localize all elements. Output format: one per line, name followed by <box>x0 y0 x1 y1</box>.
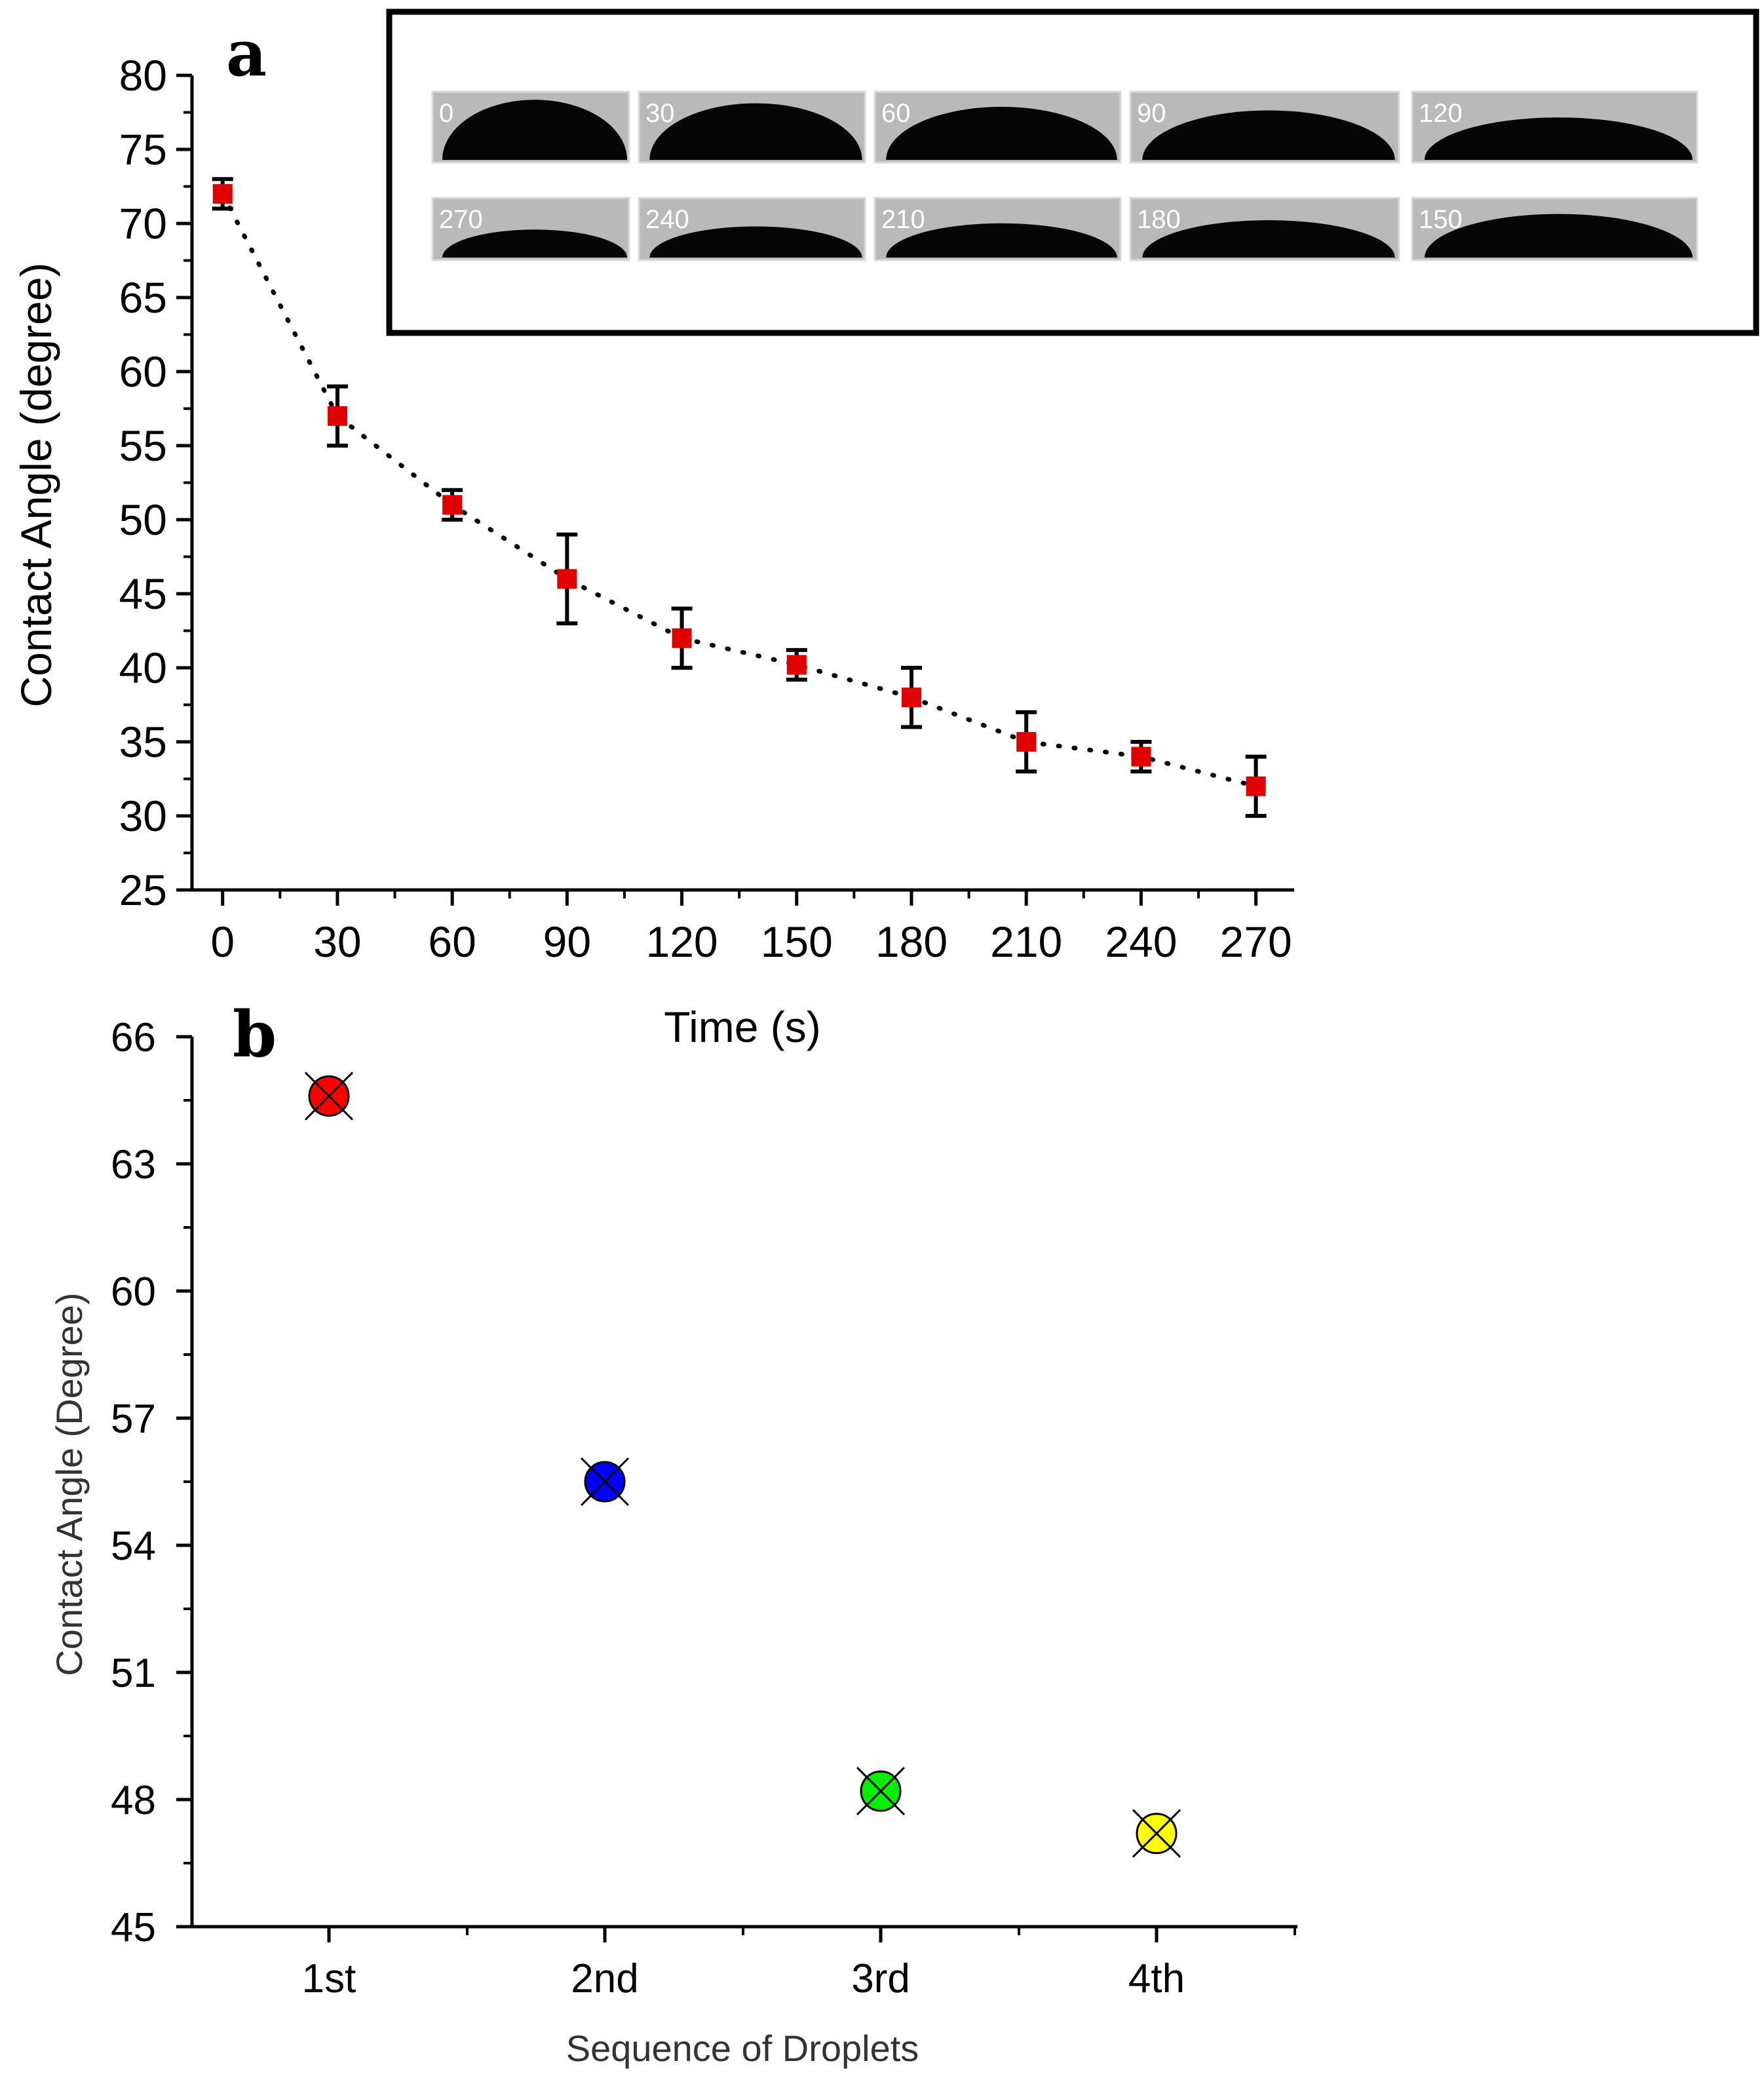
panel-a-data-point <box>212 183 233 204</box>
panel-a-x-tick-label: 0 <box>210 917 235 966</box>
droplet-image-frame: 0 <box>431 90 630 164</box>
droplet-time-label: 60 <box>881 99 911 128</box>
inset-frame <box>386 9 1759 336</box>
panel-a-x-tick-label: 270 <box>1220 917 1292 966</box>
panel-a-y-tick-label: 45 <box>119 569 167 618</box>
droplet-shape <box>886 107 1117 160</box>
droplet-image-frame: 270 <box>431 197 630 261</box>
panel-a-y-tick-label: 80 <box>119 51 167 100</box>
droplet-time-label: 210 <box>881 205 925 234</box>
panel-b-x-tick-label: 1st <box>302 1956 356 2001</box>
panel-b-x-tick-label: 2nd <box>571 1956 638 2001</box>
droplet-time-label: 120 <box>1419 99 1463 128</box>
droplet-shape <box>886 223 1117 258</box>
panel-a-y-axis-title: Contact Angle (degree) <box>12 263 60 708</box>
panel-a-x-tick-label: 240 <box>1105 917 1177 966</box>
panel-a-x-tick-label: 180 <box>875 917 948 966</box>
droplet-shape <box>442 100 627 160</box>
panel-a-data-point <box>901 687 921 708</box>
panel-b-y-tick-label: 57 <box>111 1397 156 1442</box>
panel-a-y-tick-label: 35 <box>119 718 167 766</box>
panel-a-y-tick-label: 70 <box>119 199 167 248</box>
panel-a-data-point <box>672 628 692 648</box>
panel-a-data-point <box>327 406 347 426</box>
panel-b-label: b <box>233 997 277 1071</box>
panel-b-y-tick-label: 48 <box>111 1778 156 1823</box>
panel-b-data-point <box>856 1767 906 1816</box>
droplet-image-inset: 0 30 60 90 120 270 240 210 180 150 <box>386 9 1759 336</box>
panel-a-data-point <box>557 569 577 589</box>
panel-a-y-tick-label: 25 <box>119 866 167 914</box>
droplet-image-frame: 210 <box>873 197 1122 261</box>
panel-a-y-tick-label: 30 <box>119 792 167 840</box>
droplet-time-label: 180 <box>1137 205 1181 234</box>
droplet-image-frame: 60 <box>873 90 1122 164</box>
droplet-shape <box>649 226 862 258</box>
panel-a-x-tick-label: 30 <box>313 917 361 966</box>
droplet-shape <box>649 103 862 160</box>
droplet-shape <box>1142 110 1395 160</box>
panel-a-data-point <box>1016 732 1037 752</box>
panel-a-x-tick-label: 150 <box>761 917 833 966</box>
droplet-image-frame: 150 <box>1411 197 1698 261</box>
panel-a-x-tick-label: 90 <box>543 917 591 966</box>
droplet-time-label: 30 <box>645 99 675 128</box>
panel-a-x-axis-title: Time (s) <box>664 1003 821 1051</box>
panel-a-data-point <box>1131 746 1151 767</box>
panel-a-y-tick-label: 40 <box>119 644 167 692</box>
panel-b-data <box>304 1071 1181 1858</box>
panel-a-y-tick-label: 75 <box>119 125 167 174</box>
panel-b-x-tick-label: 3rd <box>851 1956 910 2001</box>
panel-a-label: a <box>226 16 267 90</box>
panel-b-y-tick-label: 63 <box>111 1142 156 1187</box>
panel-a-x-tick-label: 120 <box>645 917 718 966</box>
panel-a-data <box>212 177 1267 818</box>
droplet-image-frame: 30 <box>638 90 866 164</box>
inset-image-frames: 0 30 60 90 120 270 240 210 180 150 <box>431 90 1698 261</box>
panel-a-y-tick-label: 60 <box>119 347 167 396</box>
panel-b-data-point <box>1132 1809 1181 1858</box>
panel-a-y-tick-label: 55 <box>119 421 167 470</box>
droplet-shape <box>1142 220 1395 258</box>
droplet-image-frame: 180 <box>1129 197 1400 261</box>
panel-b-x-tick-label: 4th <box>1128 1956 1185 2001</box>
droplet-image-frame: 240 <box>638 197 866 261</box>
droplet-time-label: 240 <box>645 205 689 234</box>
panel-b-y-axis-title: Contact Angle (Degree) <box>48 1292 90 1676</box>
droplet-time-label: 270 <box>439 205 483 234</box>
panel-b-data-point <box>580 1457 630 1507</box>
droplet-image-frame: 90 <box>1129 90 1400 164</box>
droplet-shape <box>442 229 627 258</box>
panel-a-data-point <box>442 495 463 515</box>
droplet-image-frame: 120 <box>1411 90 1698 164</box>
panel-a-x-ticks: 0 30 60 90 120 150 180 210 240 270 <box>210 890 1292 966</box>
panel-b-y-tick-label: 51 <box>111 1651 156 1696</box>
panel-a-data-point <box>1246 776 1266 796</box>
panel-b-y-tick-label: 66 <box>111 1015 156 1060</box>
panel-b-x-ticks: 1st 2nd 3rd 4th <box>302 1927 1296 2001</box>
droplet-time-label: 0 <box>439 99 453 128</box>
droplet-time-label: 90 <box>1137 99 1166 128</box>
panel-b-y-tick-label: 45 <box>111 1905 156 1950</box>
panel-b-y-ticks: 45 48 51 54 57 60 63 66 <box>111 1015 192 1950</box>
panel-a-data-point <box>786 655 807 675</box>
droplet-shape <box>1425 117 1693 160</box>
panel-a-y-tick-label: 50 <box>119 495 167 544</box>
panel-b-data-point <box>304 1071 354 1121</box>
panel-b: b 45 48 51 54 57 60 63 66 1st 2nd 3rd 4th Contact … <box>48 997 1297 2069</box>
panel-a: a 25 30 35 40 45 50 55 60 65 70 75 80 0 30 60 90 120 150… <box>12 9 1759 1051</box>
panel-b-y-tick-label: 54 <box>111 1524 156 1569</box>
panel-a-x-tick-label: 210 <box>990 917 1062 966</box>
droplet-shape <box>1425 214 1693 258</box>
panel-b-y-tick-label: 60 <box>111 1269 156 1315</box>
droplet-time-label: 150 <box>1419 205 1463 234</box>
panel-a-y-tick-label: 65 <box>119 273 167 322</box>
panel-a-x-tick-label: 60 <box>428 917 476 966</box>
panel-b-x-axis-title: Sequence of Droplets <box>566 2028 919 2069</box>
panel-a-y-ticks: 25 30 35 40 45 50 55 60 65 70 75 80 <box>119 51 192 914</box>
